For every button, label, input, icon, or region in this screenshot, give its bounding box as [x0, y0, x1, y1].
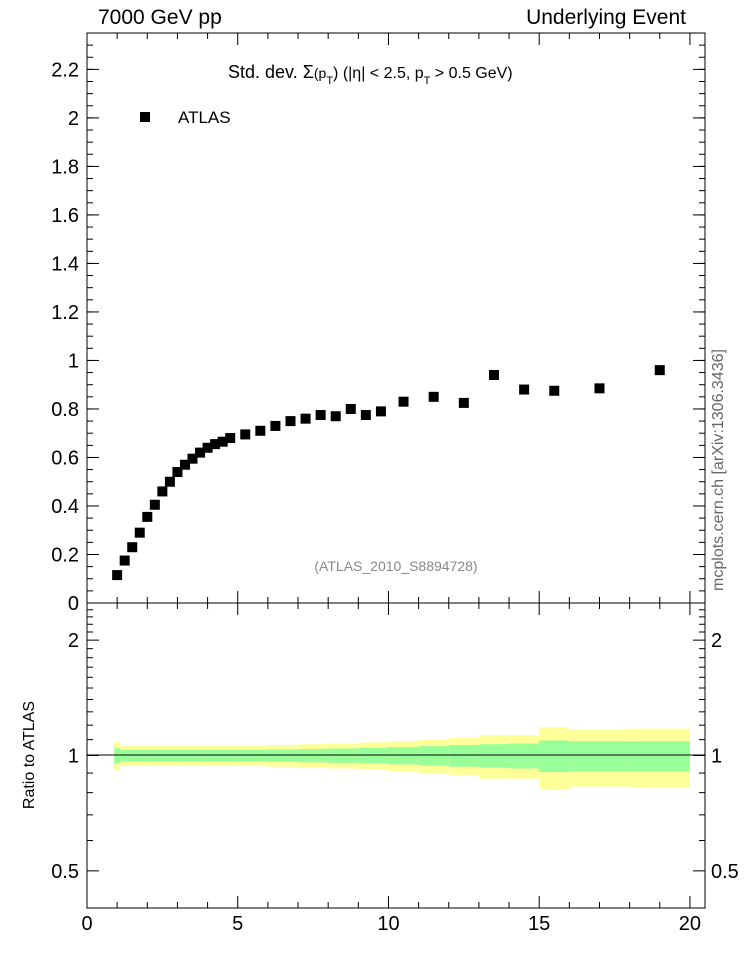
inner-uncertainty-band — [298, 748, 329, 763]
inner-uncertainty-band — [237, 749, 268, 762]
reference-label: (ATLAS_2010_S8894728) — [314, 558, 477, 574]
atlas-data-point — [202, 442, 213, 453]
main-y-tick-label: 2 — [68, 108, 79, 130]
inner-uncertainty-band — [569, 741, 630, 772]
atlas-data-point — [345, 403, 356, 414]
atlas-data-point — [119, 555, 130, 566]
atlas-data-point — [458, 397, 469, 408]
inner-uncertainty-band — [114, 748, 121, 764]
inner-uncertainty-band — [448, 745, 479, 767]
atlas-data-point — [225, 433, 236, 444]
x-tick-label: 20 — [679, 913, 701, 935]
atlas-data-point — [195, 447, 206, 458]
atlas-data-point — [300, 413, 311, 424]
x-tick-label: 15 — [528, 913, 550, 935]
atlas-data-point — [519, 384, 530, 395]
atlas-data-point — [285, 416, 296, 427]
inner-uncertainty-band — [629, 741, 690, 772]
atlas-data-point — [142, 511, 153, 522]
inner-uncertainty-band — [388, 747, 419, 765]
main-y-tick-label: 1.4 — [51, 253, 79, 275]
atlas-data-point — [179, 459, 190, 470]
inner-uncertainty-band — [478, 744, 510, 768]
legend-label: ATLAS — [178, 108, 231, 127]
atlas-data-point — [255, 425, 266, 436]
legend: ATLAS — [140, 108, 231, 127]
atlas-data-point — [217, 436, 228, 447]
atlas-data-point — [549, 385, 560, 396]
atlas-data-series — [112, 365, 665, 581]
atlas-data-point — [127, 542, 138, 553]
atlas-data-point — [164, 476, 175, 487]
atlas-data-point — [398, 396, 409, 407]
x-tick-label: 0 — [81, 913, 92, 935]
atlas-data-point — [375, 406, 386, 417]
atlas-data-point — [210, 439, 221, 450]
atlas-data-point — [330, 411, 341, 422]
ratio-y-tick-label-right: 0.5 — [711, 861, 739, 883]
atlas-data-point — [488, 370, 499, 380]
x-axis: 0 5 10 15 20 — [81, 603, 701, 935]
source-watermark: mcplots.cern.ch [arXiv:1306.3436] — [710, 349, 727, 591]
atlas-data-point — [112, 570, 123, 581]
legend-marker — [140, 112, 150, 122]
ratio-y-tick-label: 0.5 — [51, 861, 79, 883]
uncertainty-bands — [114, 727, 690, 790]
main-y-tick-label: 1.2 — [51, 302, 79, 324]
atlas-data-point — [157, 486, 168, 497]
inner-uncertainty-band — [509, 743, 540, 769]
inner-uncertainty-band — [120, 749, 148, 762]
inner-uncertainty-band — [147, 749, 178, 762]
atlas-data-point — [270, 420, 281, 431]
plot-title: Std. dev. Σ(pT) (|η| < 2.5, pT > 0.5 GeV… — [228, 62, 513, 87]
main-y-axis: 0 0.2 0.4 0.6 0.8 1 1.2 1.4 1.6 1.8 2 2.2 — [51, 32, 705, 615]
ratio-y-tick-label: 2 — [68, 630, 79, 652]
inner-uncertainty-band — [267, 749, 299, 762]
main-y-tick-label: 1.8 — [51, 156, 79, 178]
main-y-tick-label: 0 — [68, 593, 79, 615]
x-tick-label: 10 — [377, 913, 399, 935]
main-y-tick-label: 0.6 — [51, 447, 79, 469]
atlas-data-point — [172, 467, 183, 478]
ratio-y-tick-label-right: 1 — [711, 746, 722, 768]
inner-uncertainty-band — [177, 749, 208, 762]
inner-uncertainty-band — [539, 740, 570, 773]
atlas-data-point — [594, 383, 605, 394]
main-panel: 0 0.2 0.4 0.6 0.8 1 1.2 1.4 1.6 1.8 2 2.2 Std. dev.… — [51, 32, 706, 615]
ratio-y-axis: 0.5 0.5 1 1 2 2 — [51, 609, 739, 883]
atlas-data-point — [187, 453, 198, 464]
main-y-tick-label: 0.8 — [51, 399, 79, 421]
inner-uncertainty-band — [358, 747, 389, 764]
atlas-data-point — [315, 410, 326, 421]
header-energy-label: 7000 GeV pp — [98, 6, 222, 29]
main-y-tick-label: 0.2 — [51, 544, 79, 566]
x-tick-label: 5 — [232, 913, 243, 935]
atlas-data-point — [134, 527, 145, 538]
main-y-tick-label: 1.6 — [51, 205, 79, 227]
main-y-tick-label: 0.4 — [51, 496, 79, 518]
ratio-y-tick-label: 1 — [68, 746, 79, 768]
main-y-tick-label: 1 — [68, 350, 79, 372]
atlas-data-point — [654, 365, 665, 376]
atlas-data-point — [149, 499, 160, 510]
atlas-data-point — [240, 429, 251, 440]
inner-uncertainty-band — [328, 748, 359, 763]
ratio-panel: 0.5 0.5 1 1 2 2 0 5 10 15 20 Ratio to ATLAS — [21, 602, 739, 935]
header-category-label: Underlying Event — [526, 6, 686, 29]
inner-uncertainty-band — [207, 749, 238, 762]
main-y-tick-label: 2.2 — [51, 59, 79, 81]
ratio-y-tick-label-right: 2 — [711, 630, 722, 652]
atlas-data-point — [428, 391, 439, 402]
inner-uncertainty-band — [418, 746, 449, 766]
atlas-data-point — [360, 410, 371, 421]
ratio-y-axis-label: Ratio to ATLAS — [21, 701, 38, 809]
